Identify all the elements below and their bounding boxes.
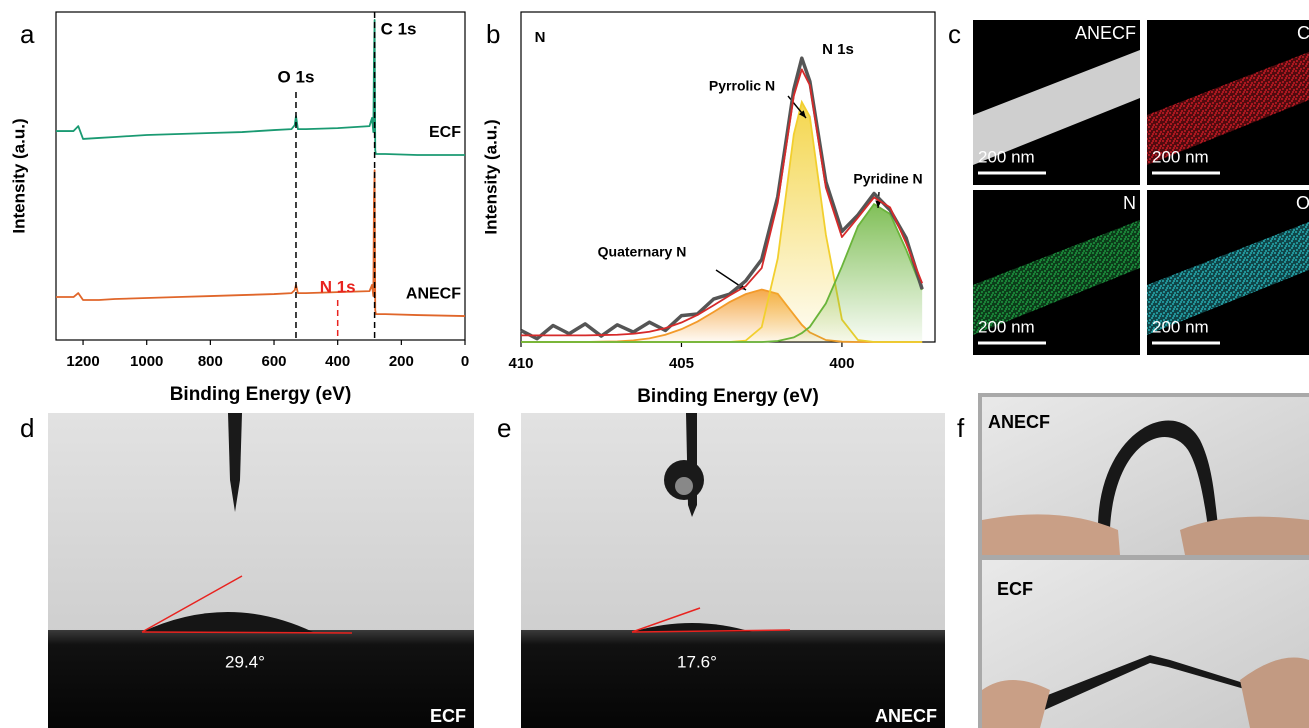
x-tick-label: 600 <box>262 353 287 370</box>
spectrum-line <box>56 20 465 155</box>
scale-label: 200 nm <box>978 317 1035 336</box>
panel-letter: e <box>497 413 511 443</box>
sample-label: ANECF <box>875 706 937 726</box>
map-label: ANECF <box>1075 23 1136 43</box>
panel-letter: a <box>20 19 35 49</box>
contact-angle-photo: 29.4° ECF <box>48 413 474 728</box>
map-label: N <box>1123 193 1136 213</box>
map-label: O <box>1296 193 1309 213</box>
spectrum-line <box>56 170 465 316</box>
x-tick-label: 400 <box>829 355 854 372</box>
panel-letter: f <box>957 413 965 443</box>
y-axis-label: Intensity (a.u.) <box>481 119 500 234</box>
x-axis-label: Binding Energy (eV) <box>637 386 819 407</box>
x-tick-label: 1000 <box>130 353 163 370</box>
annotation: O 1s <box>278 67 315 86</box>
eds-map: C 200 nm <box>1147 20 1309 185</box>
annotation: N 1s <box>320 277 356 296</box>
angle-label: 29.4° <box>225 652 265 671</box>
series-label: ANECF <box>406 285 461 302</box>
scale-label: 200 nm <box>978 147 1035 166</box>
series-label: Pyridine N <box>853 171 922 187</box>
series-label: Pyrrolic N <box>709 78 775 94</box>
panel-letter: c <box>948 19 961 49</box>
photo: ANECF ECF <box>978 393 1309 728</box>
baseline <box>142 632 352 633</box>
map-label: C <box>1297 23 1309 43</box>
panel-letter: d <box>20 413 34 443</box>
x-tick-label: 200 <box>389 353 414 370</box>
background <box>521 413 945 633</box>
annotation: N <box>535 29 546 46</box>
eds-map: O 200 nm <box>1147 190 1309 355</box>
scale-label: 200 nm <box>1152 317 1209 336</box>
contact-angle-photo: 17.6° ANECF <box>521 413 945 728</box>
x-tick-label: 800 <box>198 353 223 370</box>
x-axis-label: Binding Energy (eV) <box>170 384 352 405</box>
scale-label: 200 nm <box>1152 147 1209 166</box>
drop-highlight <box>675 477 693 495</box>
photo-label: ECF <box>997 579 1033 599</box>
x-tick-label: 0 <box>461 353 469 370</box>
x-tick-label: 400 <box>325 353 350 370</box>
finger <box>982 680 1050 728</box>
y-axis-label: Intensity (a.u.) <box>9 118 28 233</box>
series-label: Quaternary N <box>598 244 687 260</box>
eds-map: ANECF 200 nm <box>973 20 1140 185</box>
photo-label: ANECF <box>988 412 1050 432</box>
annotation: C 1s <box>381 19 417 38</box>
spectrum-chart: 1200 1000 800 600 400 200 0 Binding Energy (eV)… <box>9 12 469 405</box>
figure: a b c d e f 29.4° ECF 17.6° ANECF ANECF <box>0 0 1309 728</box>
x-tick-label: 405 <box>669 355 694 372</box>
x-tick-label: 410 <box>508 355 533 372</box>
background <box>48 413 474 633</box>
angle-label: 17.6° <box>677 652 717 671</box>
annotation: N 1s <box>822 41 854 58</box>
plot-frame <box>56 12 465 340</box>
x-tick-label: 1200 <box>66 353 99 370</box>
substrate <box>48 630 474 728</box>
spectrum-chart: 410 405 400 Binding Energy (eV) Intensity (a… <box>481 12 935 407</box>
sample-label: ECF <box>430 706 466 726</box>
series-label: ECF <box>429 124 461 141</box>
eds-map: N 200 nm <box>973 190 1140 355</box>
panel-letter: b <box>486 19 500 49</box>
